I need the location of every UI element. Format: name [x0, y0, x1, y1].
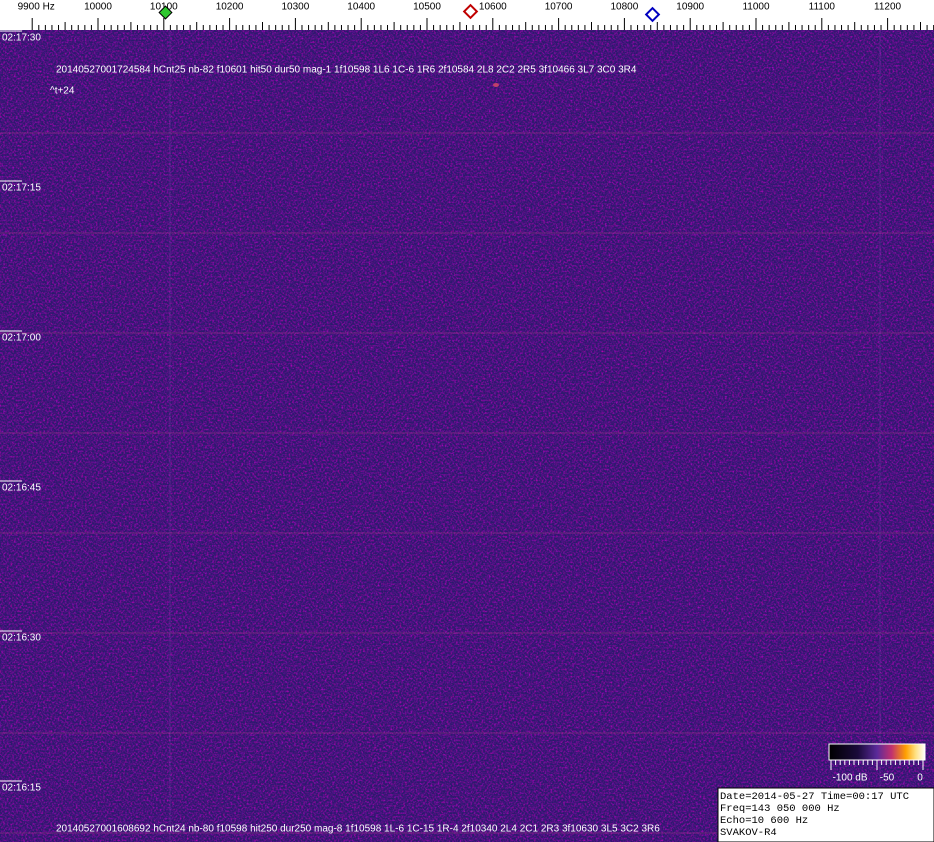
waterfall-noise: [0, 30, 934, 842]
info-line: Freq=143 050 000 Hz: [720, 803, 840, 815]
ruler-label: 10900: [676, 2, 704, 13]
info-box: Date=2014-05-27 Time=00:17 UTC Freq=143 …: [717, 787, 934, 842]
colorbar-label: -100 dB: [832, 773, 867, 784]
ruler-label: 10000: [84, 2, 112, 13]
marker-blue[interactable]: [644, 6, 661, 23]
colorbar-gradient: [828, 743, 926, 761]
ruler-label: 11000: [742, 2, 770, 13]
time-label: 02:16:45: [2, 483, 41, 494]
info-line: Echo=10 600 Hz: [720, 815, 808, 827]
ruler-ticks: 9900 Hz100001010010200103001040010500106…: [18, 2, 934, 30]
info-line: SVAKOV-R4: [720, 827, 777, 839]
time-label: 02:17:15: [2, 183, 41, 194]
colorbar: -100 dB -50 0: [828, 743, 926, 784]
markers: [158, 3, 661, 23]
annotation-offset: ^t+24: [50, 86, 75, 97]
interference-lines: [0, 132, 934, 834]
ruler-label: 11200: [874, 2, 902, 13]
ruler-label: 10200: [216, 2, 244, 13]
info-line: Date=2014-05-27 Time=00:17 UTC: [720, 791, 909, 803]
time-label: 02:17:30: [2, 33, 41, 44]
ruler-label: 10300: [281, 2, 309, 13]
info-background: [717, 787, 934, 842]
marker-green[interactable]: [158, 5, 173, 20]
time-labels: 02:17:30 02:17:15 02:17:00 02:16:45 02:16:30…: [0, 30, 41, 794]
time-label: 02:16:30: [2, 633, 41, 644]
marker-red[interactable]: [462, 3, 479, 20]
ruler-label: 10800: [610, 2, 638, 13]
colorbar-label: -50: [880, 773, 895, 784]
annotation-top: 20140527001724584 hCnt25 nb-82 f10601 hi…: [56, 65, 637, 76]
annotation-bottom: 20140527001608692 hCnt24 nb-80 f10598 hi…: [56, 824, 660, 835]
ruler-label: 11100: [809, 2, 836, 13]
ruler-label: 10500: [413, 2, 441, 13]
ruler-label: 10400: [347, 2, 375, 13]
ruler-label: 9900 Hz: [18, 2, 55, 13]
echo-spot: [493, 83, 499, 87]
ruler-label: 10600: [479, 2, 507, 13]
time-label: 02:17:00: [2, 333, 41, 344]
colorbar-label: 0: [917, 773, 923, 784]
ruler-label: 10700: [545, 2, 573, 13]
time-label: 02:16:15: [2, 783, 41, 794]
